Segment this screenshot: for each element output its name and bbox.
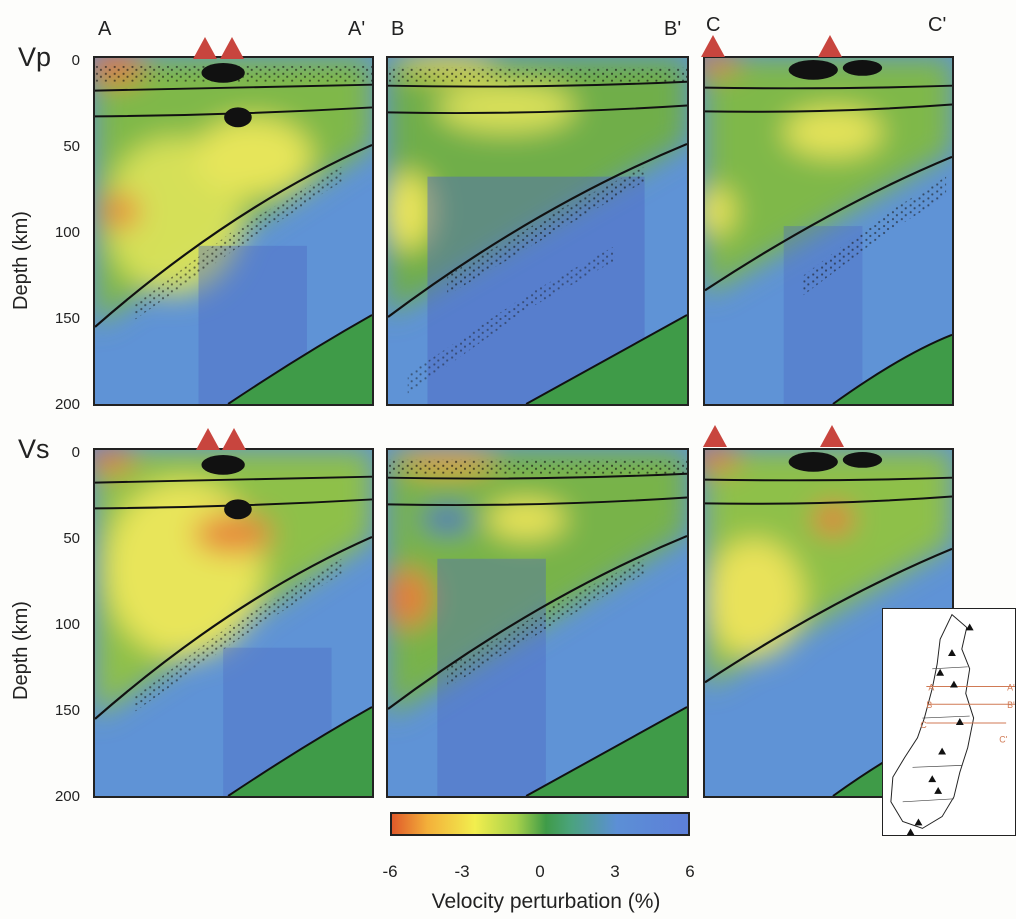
volcano-icon bbox=[818, 35, 842, 57]
colorbar bbox=[390, 812, 690, 836]
vp-depth-tick-200: 200 bbox=[54, 396, 80, 413]
volcano-icon bbox=[701, 35, 725, 57]
vs-depth-tick-100: 100 bbox=[54, 616, 80, 633]
vp-depth-tick-100: 100 bbox=[54, 224, 80, 241]
vs-panel-a bbox=[93, 448, 374, 798]
inset-map: A A' B B' C C' bbox=[882, 608, 1016, 836]
vp-depth-tick-0: 0 bbox=[71, 52, 80, 69]
volcano-icon bbox=[222, 428, 246, 450]
map-label-a-end: A' bbox=[1007, 682, 1015, 692]
vs-depth-axis-label: Depth (km) bbox=[10, 601, 32, 700]
volcano-icon bbox=[703, 425, 727, 447]
colorbar-title: Velocity perturbation (%) bbox=[431, 890, 661, 913]
vs-depth-tick-50: 50 bbox=[63, 530, 80, 547]
colorbar-tick: 6 bbox=[685, 862, 695, 881]
profile-a-start-label: A bbox=[98, 18, 112, 40]
vs-depth-tick-200: 200 bbox=[54, 788, 80, 805]
profile-c-end-label: C' bbox=[928, 14, 947, 36]
vp-panel-a bbox=[93, 56, 374, 406]
profile-c-start-label: C bbox=[706, 14, 721, 36]
colorbar-tick: -6 bbox=[382, 862, 398, 881]
vs-panel-b bbox=[386, 448, 689, 798]
map-label-a: A bbox=[928, 682, 934, 692]
vs-depth-tick-150: 150 bbox=[54, 702, 80, 719]
vp-depth-tick-50: 50 bbox=[63, 138, 80, 155]
map-label-b-end: B' bbox=[1007, 700, 1015, 710]
vp-row-label: Vp bbox=[18, 42, 52, 72]
colorbar-tick: 3 bbox=[610, 862, 620, 881]
profile-a-end-label: A' bbox=[348, 18, 366, 40]
volcano-icon bbox=[820, 425, 844, 447]
vs-row-label: Vs bbox=[18, 434, 50, 464]
vs-depth-tick-0: 0 bbox=[71, 444, 80, 461]
vp-depth-axis-label: Depth (km) bbox=[10, 211, 32, 310]
map-label-b: B bbox=[926, 700, 932, 710]
profile-b-start-label: B bbox=[391, 18, 405, 40]
colorbar-tick: -3 bbox=[454, 862, 470, 881]
map-label-c-end: C' bbox=[999, 735, 1007, 745]
volcano-icon bbox=[196, 428, 220, 450]
volcano-icon bbox=[193, 37, 217, 59]
map-label-c: C bbox=[920, 720, 927, 730]
vp-depth-tick-150: 150 bbox=[54, 310, 80, 327]
profile-b-end-label: B' bbox=[664, 18, 682, 40]
colorbar-tick: 0 bbox=[535, 862, 545, 881]
volcano-icon bbox=[220, 37, 244, 59]
vp-panel-c bbox=[703, 56, 954, 406]
vp-panel-b bbox=[386, 56, 689, 406]
